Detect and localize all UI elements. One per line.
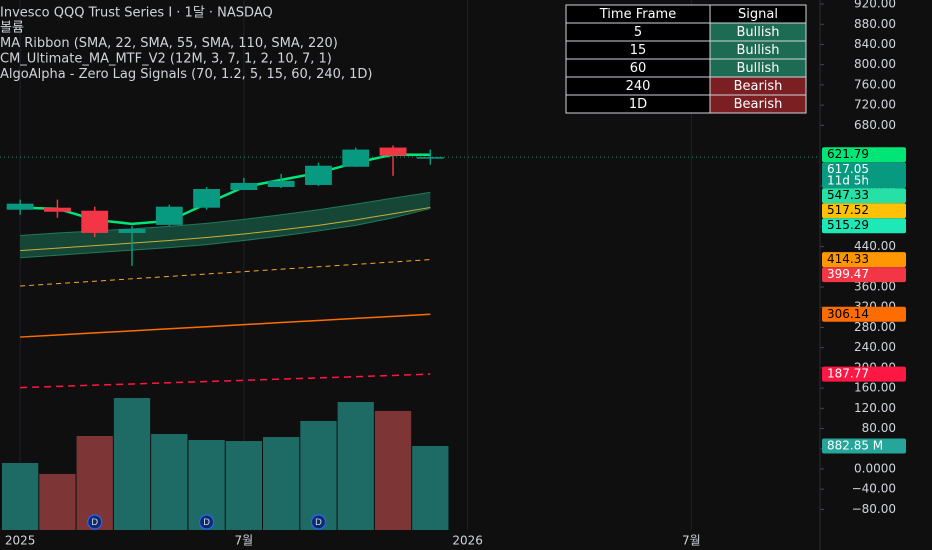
y-tick-label: −40.00 xyxy=(852,482,896,496)
volume-bar xyxy=(337,402,374,530)
price-badge-label: 617.05 xyxy=(827,162,869,176)
indicator-line xyxy=(20,259,431,287)
event-marker xyxy=(87,514,103,530)
price-badge xyxy=(822,218,906,234)
volume-badge-label: 882.85 M xyxy=(827,438,883,452)
volume-bar xyxy=(39,473,76,530)
candle-body xyxy=(6,203,34,210)
legend-line: 볼륨 xyxy=(0,21,24,36)
candle-body xyxy=(342,149,370,167)
y-tick-label: 840.00 xyxy=(854,37,896,51)
price-badge-label: 306.14 xyxy=(827,307,869,321)
price-badge xyxy=(822,267,906,283)
y-tick-label: 680.00 xyxy=(854,118,896,132)
x-tick-label: 2025 xyxy=(5,534,36,548)
volume-bar xyxy=(113,398,151,530)
price-badge xyxy=(822,147,906,163)
y-tick-label: 240.00 xyxy=(854,340,896,354)
indicator-line xyxy=(20,313,431,338)
y-tick-label: 440.00 xyxy=(854,239,896,253)
price-badge-label: 414.33 xyxy=(827,252,869,266)
y-tick-label: 80.00 xyxy=(862,421,896,435)
table-signal: Bullish xyxy=(736,61,779,76)
y-tick-label: 760.00 xyxy=(854,77,896,91)
price-badge xyxy=(822,306,906,322)
candle-body xyxy=(267,180,295,187)
legend-line: AlgoAlpha - Zero Lag Signals (70, 1.2, 5… xyxy=(0,67,373,82)
candle-body xyxy=(81,210,109,233)
volume-bar xyxy=(76,435,113,530)
table-signal: Bullish xyxy=(736,43,779,58)
y-tick-label: 0.0000 xyxy=(854,461,896,475)
price-badge xyxy=(822,366,906,382)
y-tick-label: 120.00 xyxy=(854,401,896,415)
candle-body xyxy=(44,207,71,212)
candle-body xyxy=(305,165,332,185)
price-badge-sublabel: 11d 5h xyxy=(827,174,869,188)
y-tick-label: 800.00 xyxy=(854,57,896,71)
volume-badge xyxy=(822,438,906,454)
volume-bar xyxy=(374,410,412,530)
volume-bar xyxy=(151,433,188,530)
table-signal: Bearish xyxy=(734,97,783,112)
volume-bar xyxy=(412,445,449,530)
price-badge-label: 517.52 xyxy=(827,203,869,217)
indicator-line xyxy=(20,206,431,252)
price-badge xyxy=(822,188,906,204)
table-timeframe: 240 xyxy=(626,79,651,94)
chart-title: Invesco QQQ Trust Series I · 1달 · NASDAQ xyxy=(0,6,273,21)
table-timeframe: 15 xyxy=(630,43,647,58)
price-badge xyxy=(822,252,906,268)
indicator-line xyxy=(20,208,431,259)
table-header: Time Frame xyxy=(599,7,676,22)
y-tick-label: 160.00 xyxy=(854,381,896,395)
indicator-line xyxy=(20,373,431,389)
event-marker xyxy=(198,514,215,530)
price-badge xyxy=(822,162,906,189)
table-signal-cell xyxy=(709,94,807,114)
y-tick-label: 720.00 xyxy=(854,98,896,112)
x-tick-label: 7월 xyxy=(682,534,701,548)
candle-body xyxy=(416,157,444,159)
y-tick-label: 360.00 xyxy=(854,280,896,294)
candle-body xyxy=(230,182,258,191)
price-badge-label: 187.77 xyxy=(827,367,869,381)
volume-bar xyxy=(300,420,337,530)
candle-body xyxy=(118,228,146,233)
price-badge-label: 547.33 xyxy=(827,188,869,202)
y-tick-label: 880.00 xyxy=(854,17,896,31)
y-tick-label: 280.00 xyxy=(854,320,896,334)
event-marker xyxy=(310,514,327,530)
table-header: Signal xyxy=(738,7,778,22)
legend-line: MA Ribbon (SMA, 22, SMA, 55, SMA, 110, S… xyxy=(0,36,338,51)
event-label: D xyxy=(315,518,322,528)
volume-bar xyxy=(225,441,263,530)
table-timeframe: 60 xyxy=(630,61,647,76)
event-label: D xyxy=(203,518,210,528)
volume-bar xyxy=(1,463,39,530)
y-tick-label: −80.00 xyxy=(852,502,896,516)
legend-line: CM_Ultimate_MA_MTF_V2 (12M, 3, 7, 1, 2, … xyxy=(0,52,332,67)
volume-bar xyxy=(263,437,300,530)
event-label: D xyxy=(91,518,98,528)
price-badge-label: 399.47 xyxy=(827,267,869,281)
price-badge-label: 621.79 xyxy=(827,147,869,161)
table-signal: Bearish xyxy=(734,79,783,94)
table-signal: Bullish xyxy=(736,25,779,40)
candle-body xyxy=(193,188,221,208)
y-tick-label: 920.00 xyxy=(854,0,896,11)
candle-body xyxy=(379,147,407,156)
table-timeframe: 5 xyxy=(634,25,642,40)
price-badge-label: 515.29 xyxy=(827,218,869,232)
candle-body xyxy=(155,206,183,225)
x-tick-label: 2026 xyxy=(452,534,483,548)
table-timeframe: 1D xyxy=(629,97,647,112)
price-badge xyxy=(822,203,906,219)
x-tick-label: 7월 xyxy=(235,534,254,548)
